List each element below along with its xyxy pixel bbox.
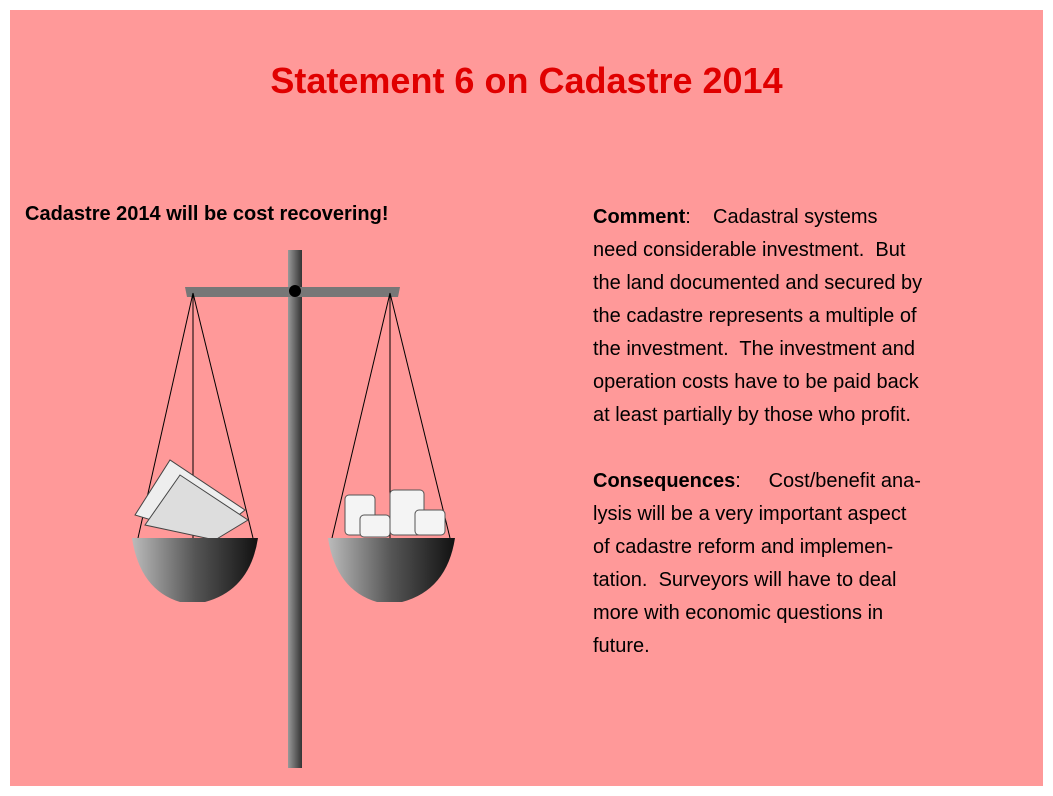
heading: Cadastre 2014 will be cost recovering!: [25, 203, 389, 225]
scale-illustration: [132, 250, 455, 768]
comment: Comment: Cadastral systems need considera…: [593, 201, 922, 432]
text: at least partially by those who profit.: [593, 404, 911, 426]
text-line: Comment: Cadastral systems: [593, 201, 922, 234]
text: lysis will be a very important aspect: [593, 503, 907, 525]
text: the investment. The investment and: [593, 338, 916, 360]
text: : Cadastral systems: [685, 206, 878, 228]
consequences: Consequences: Cost/benefit ana-lysis wil…: [593, 465, 921, 663]
left-pan: [132, 538, 258, 602]
text-line: at least partially by those who profit.: [593, 399, 922, 432]
label: Comment: [593, 206, 686, 228]
pivot: [289, 285, 301, 297]
text-line: more with economic questions in: [593, 597, 921, 630]
text: : Cost/benefit ana-: [735, 470, 921, 492]
pole: [288, 250, 302, 768]
text-line: tation. Surveyors will have to deal: [593, 564, 921, 597]
text-line: the land documented and secured by: [593, 267, 922, 300]
text-line: operation costs have to be paid back: [593, 366, 922, 399]
text: need considerable investment. But: [593, 239, 906, 261]
text-line: lysis will be a very important aspect: [593, 498, 921, 531]
slide: Statement 6 on Cadastre 2014 Cadastre 20…: [10, 10, 1043, 786]
right-pan: [328, 538, 455, 602]
coins: [344, 489, 446, 538]
title: Statement 6 on Cadastre 2014: [270, 60, 783, 101]
text-line: need considerable investment. But: [593, 234, 922, 267]
text: more with economic questions in: [593, 602, 884, 624]
text: the cadastre represents a multiple of: [593, 305, 917, 327]
text: tation. Surveyors will have to deal: [593, 569, 897, 591]
papers: [134, 459, 249, 541]
text-line: future.: [593, 630, 921, 663]
text: future.: [593, 635, 650, 657]
text-line: the cadastre represents a multiple of: [593, 300, 922, 333]
text-line: the investment. The investment and: [593, 333, 922, 366]
text: of cadastre reform and implemen-: [593, 536, 894, 558]
label: Consequences: [593, 470, 736, 492]
text: the land documented and secured by: [593, 272, 923, 294]
text-line: of cadastre reform and implemen-: [593, 531, 921, 564]
text: operation costs have to be paid back: [593, 371, 919, 393]
text-line: Consequences: Cost/benefit ana-: [593, 465, 921, 498]
